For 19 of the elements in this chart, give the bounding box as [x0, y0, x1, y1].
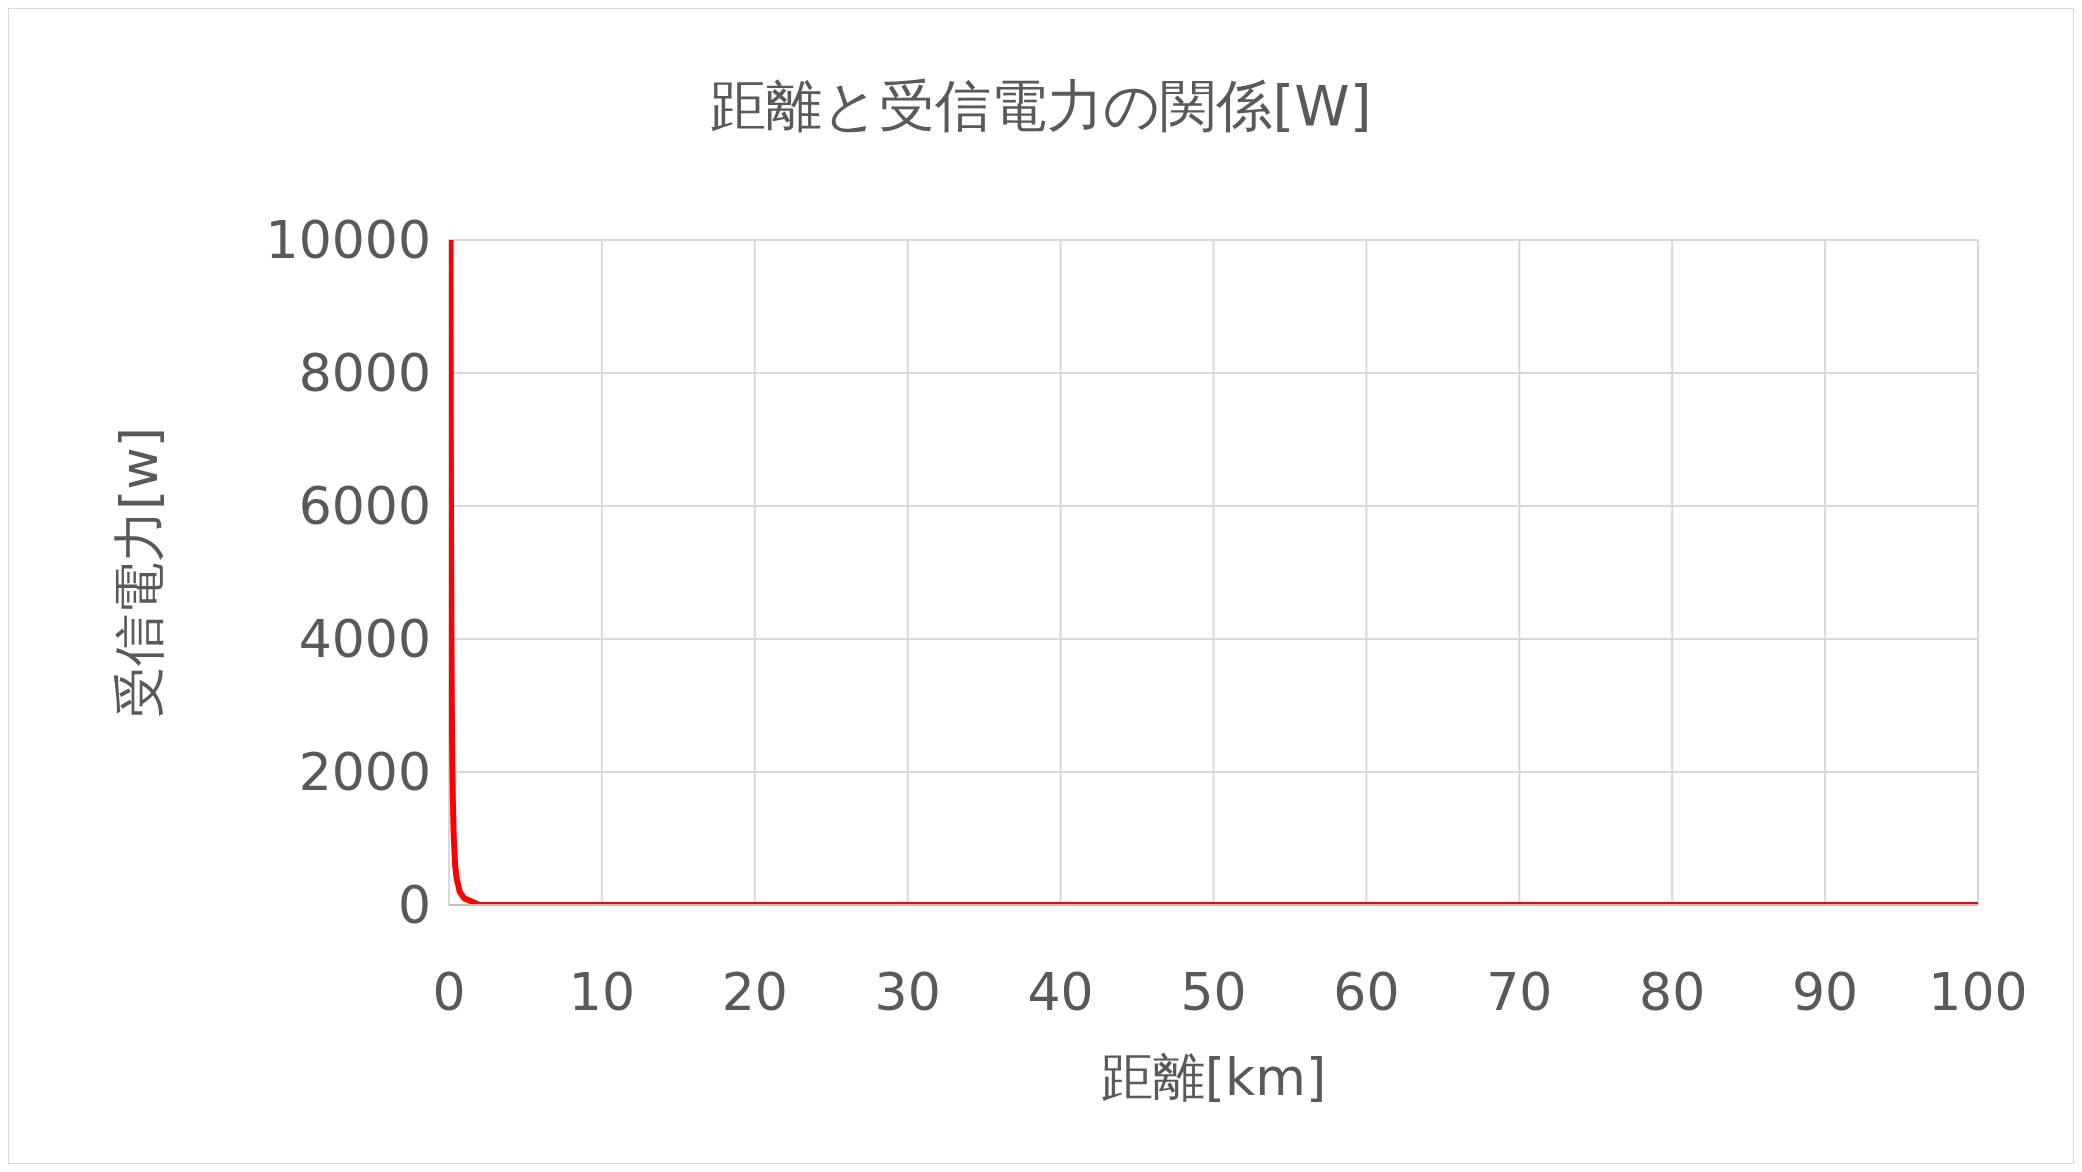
x-tick-label: 40	[1027, 961, 1094, 1022]
y-tick-label: 6000	[298, 476, 431, 537]
y-axis-title: 受信電力[w]	[109, 426, 170, 719]
x-tick-label: 30	[874, 961, 941, 1022]
x-tick-label: 90	[1792, 961, 1859, 1022]
x-tick-label: 80	[1639, 961, 1706, 1022]
x-tick-label: 10	[568, 961, 635, 1022]
y-tick-label: 2000	[298, 742, 431, 803]
chart-title: 距離と受信電力の関係[W]	[709, 72, 1373, 140]
x-axis-title: 距離[km]	[1100, 1047, 1327, 1107]
y-tick-label: 0	[397, 875, 431, 936]
y-tick-label: 8000	[298, 343, 431, 404]
x-tick-label: 20	[721, 961, 788, 1022]
x-tick-label: 100	[1928, 961, 2028, 1022]
x-tick-label: 50	[1180, 961, 1247, 1022]
y-tick-label: 10000	[265, 210, 431, 271]
x-tick-label: 70	[1486, 961, 1553, 1022]
y-tick-label: 4000	[298, 609, 431, 670]
x-tick-label: 60	[1333, 961, 1400, 1022]
